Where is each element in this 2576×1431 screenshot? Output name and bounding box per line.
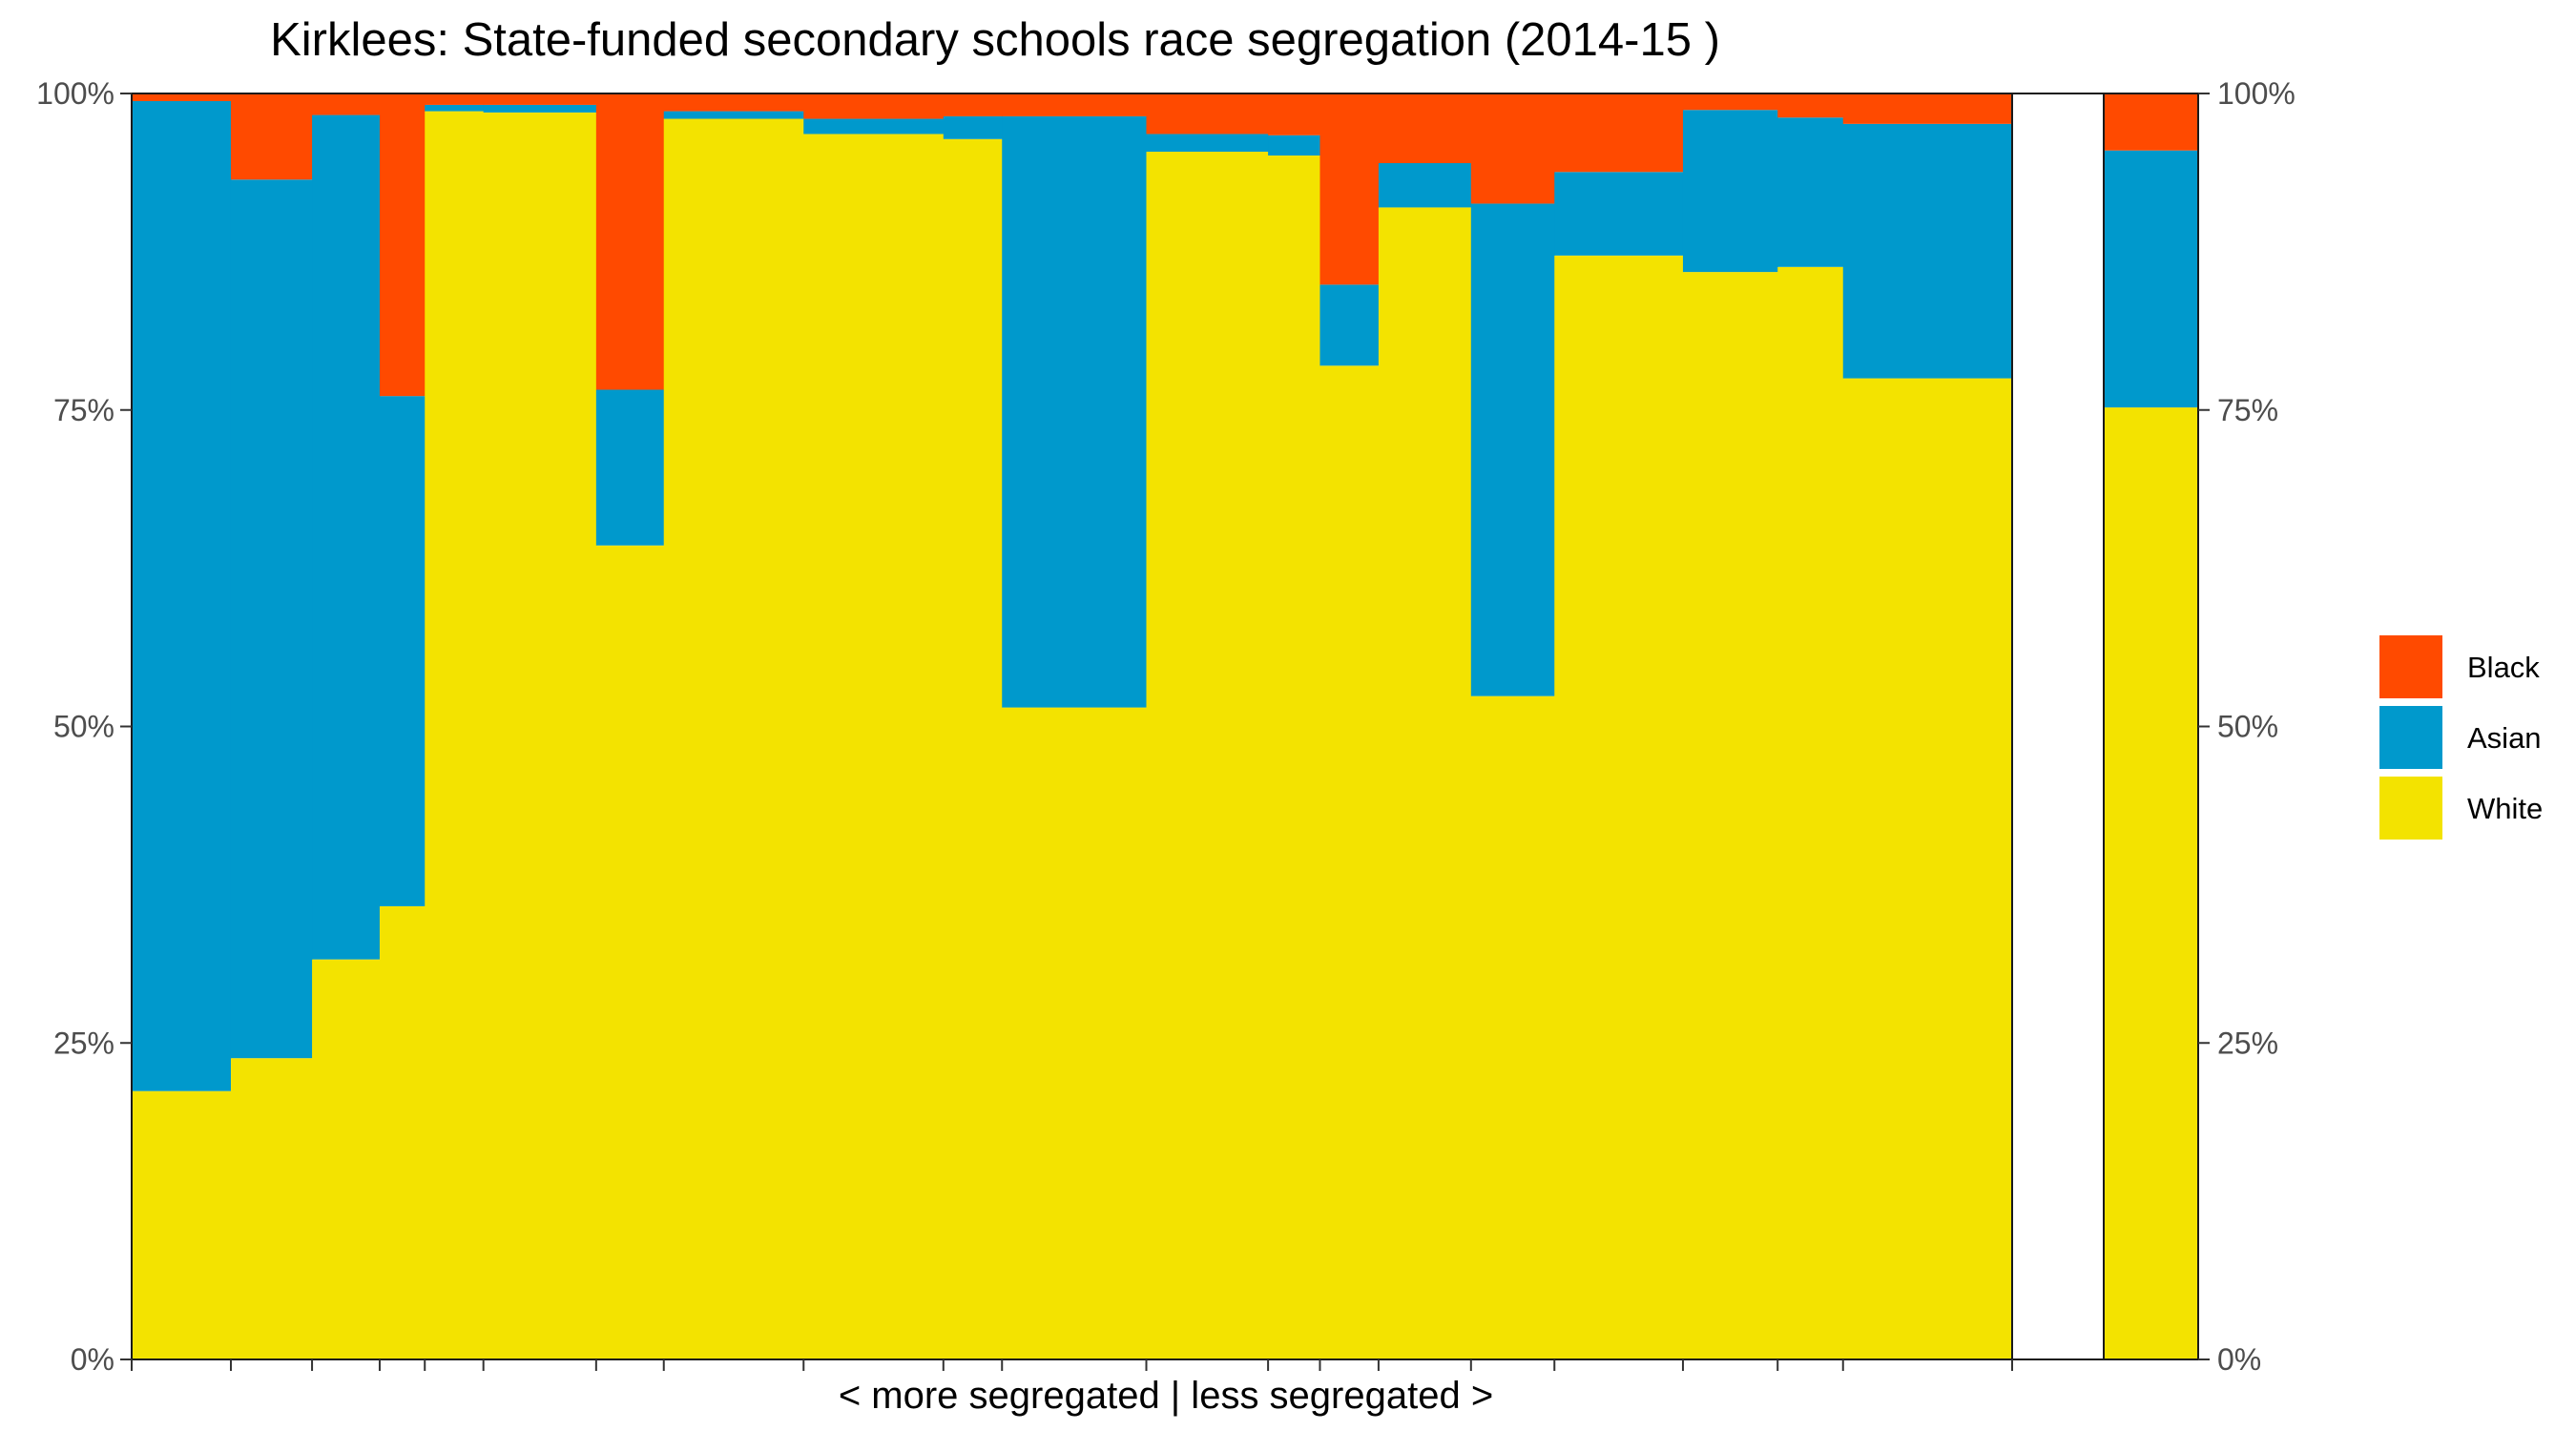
- bar-school-6-asian: [483, 104, 597, 113]
- y-tick-label-left-3: 75%: [53, 393, 114, 427]
- bar-school-1-black: [132, 93, 232, 101]
- bar-school-17-white: [1554, 255, 1684, 1360]
- legend-key-white: [2379, 777, 2442, 840]
- axes: 0% 0% 25% 25% 50% 50% 75% 75% 100% 100%: [36, 76, 2296, 1377]
- gap-panel-frame: [2011, 93, 2105, 1360]
- bar-school-3-black: [312, 93, 381, 115]
- bar-school-19-white: [1777, 266, 1844, 1359]
- bar-school-11-asian: [1002, 115, 1148, 708]
- y-tick-label-left-4: 100%: [36, 76, 114, 111]
- bar-school-5-black: [425, 93, 485, 105]
- bar-school-20-black: [1842, 93, 2013, 124]
- bar-overall-white: [2104, 407, 2198, 1359]
- bar-school-12-asian: [1146, 134, 1269, 153]
- bar-school-10-asian: [943, 115, 1003, 139]
- bar-school-15-white: [1378, 207, 1472, 1360]
- bar-school-14-white: [1319, 365, 1380, 1360]
- bar-school-8-asian: [663, 111, 804, 119]
- bar-school-8-white: [663, 118, 804, 1359]
- bar-school-17-black: [1554, 93, 1684, 173]
- y-tick-label-right-2: 50%: [2217, 710, 2278, 744]
- bar-school-20-white: [1842, 378, 2013, 1360]
- bar-overall-asian: [2104, 150, 2198, 408]
- bar-overall-black: [2104, 93, 2198, 151]
- bar-school-2-black: [230, 93, 313, 180]
- legend-label-black: Black: [2467, 651, 2540, 684]
- bar-school-9-white: [803, 134, 945, 1360]
- bar-school-18-black: [1682, 93, 1778, 111]
- y-tick-label-right-4: 100%: [2217, 76, 2296, 111]
- bars: [132, 93, 2198, 1360]
- y-tick-label-right-3: 75%: [2217, 393, 2278, 427]
- bar-school-3-white: [312, 959, 381, 1359]
- bar-school-5-asian: [425, 104, 485, 112]
- y-tick-label-right-1: 25%: [2217, 1026, 2278, 1060]
- bar-school-7-asian: [595, 389, 665, 546]
- legend-key-asian: [2379, 706, 2442, 769]
- legend-label-white: White: [2467, 792, 2543, 825]
- bar-school-13-black: [1268, 93, 1321, 135]
- bar-school-19-black: [1777, 93, 1844, 118]
- bar-school-8-black: [663, 93, 804, 112]
- bar-school-9-black: [803, 93, 945, 119]
- bar-school-16-white: [1470, 695, 1555, 1359]
- legend-label-asian: Asian: [2467, 721, 2542, 755]
- bar-school-18-asian: [1682, 110, 1778, 273]
- bar-school-18-white: [1682, 272, 1778, 1360]
- bar-school-14-black: [1319, 93, 1380, 285]
- bar-school-15-black: [1378, 93, 1472, 163]
- legend-key-black: [2379, 635, 2442, 698]
- bar-school-11-white: [1002, 707, 1148, 1359]
- bar-school-13-asian: [1268, 135, 1321, 156]
- bar-school-4-asian: [379, 396, 426, 906]
- bar-school-7-white: [595, 545, 665, 1359]
- bar-school-6-black: [483, 93, 597, 105]
- y-tick-label-left-2: 50%: [53, 710, 114, 744]
- bar-school-16-black: [1470, 93, 1555, 204]
- bar-school-12-white: [1146, 152, 1269, 1360]
- bar-school-2-white: [230, 1058, 313, 1359]
- bar-school-10-white: [943, 138, 1003, 1360]
- bar-school-15-asian: [1378, 162, 1472, 208]
- bar-school-6-white: [483, 112, 597, 1359]
- bar-school-17-asian: [1554, 172, 1684, 256]
- legend: Black Asian White: [2379, 635, 2543, 840]
- bar-school-1-white: [132, 1090, 232, 1359]
- bar-school-7-black: [595, 93, 665, 390]
- bar-school-13-white: [1268, 156, 1321, 1360]
- chart-title: Kirklees: State-funded secondary schools…: [270, 14, 1720, 66]
- bar-school-2-asian: [230, 179, 313, 1059]
- y-tick-label-left-0: 0%: [71, 1342, 114, 1377]
- x-axis-label: < more segregated | less segregated >: [839, 1375, 1493, 1417]
- bar-school-4-black: [379, 93, 426, 397]
- bar-school-14-asian: [1319, 284, 1380, 366]
- bar-school-4-white: [379, 905, 426, 1359]
- bar-school-1-asian: [132, 100, 232, 1091]
- y-tick-label-left-1: 25%: [53, 1026, 114, 1060]
- bar-school-16-asian: [1470, 203, 1555, 696]
- bar-school-12-black: [1146, 93, 1269, 135]
- bar-school-9-asian: [803, 118, 945, 135]
- bar-school-5-white: [425, 111, 485, 1359]
- bar-school-10-black: [943, 93, 1003, 116]
- bar-school-20-asian: [1842, 123, 2013, 379]
- bar-school-11-black: [1002, 93, 1148, 116]
- bar-school-3-asian: [312, 114, 381, 960]
- bar-school-19-asian: [1777, 117, 1844, 267]
- y-tick-label-right-0: 0%: [2217, 1342, 2261, 1377]
